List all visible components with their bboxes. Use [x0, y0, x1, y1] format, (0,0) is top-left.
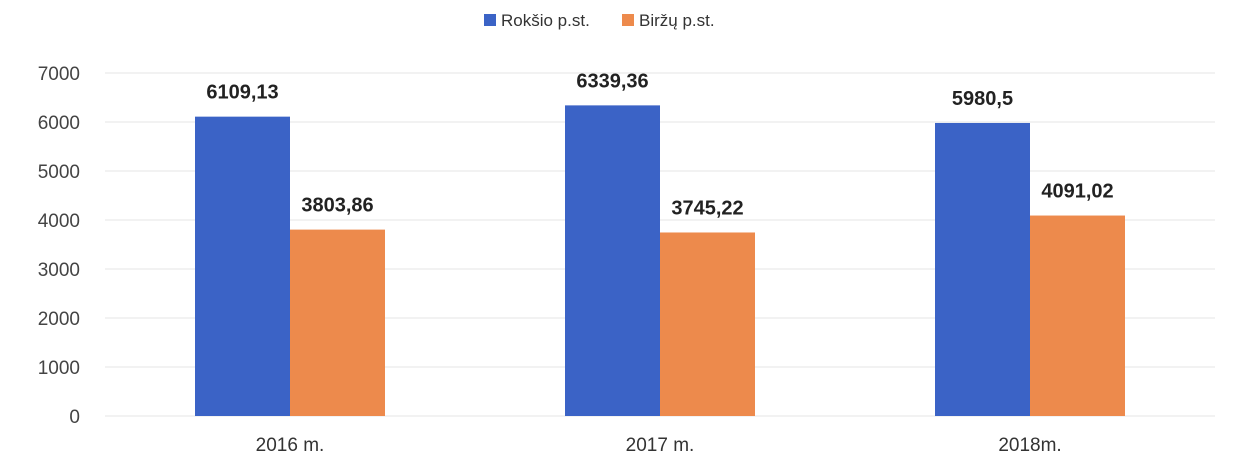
chart-legend: Rokšio p.st. Biržų p.st.	[484, 11, 715, 30]
y-tick-label: 6000	[38, 113, 80, 134]
data-label: 3803,86	[301, 195, 373, 217]
bar	[290, 229, 385, 416]
data-label: 3745,22	[671, 197, 743, 219]
y-tick-label: 1000	[38, 358, 80, 379]
bar	[1030, 215, 1125, 416]
x-tick-label: 2016 m.	[256, 435, 325, 456]
bar	[935, 122, 1030, 416]
legend-swatch	[484, 14, 496, 26]
legend-label: Rokšio p.st.	[501, 11, 590, 30]
data-label: 6339,36	[576, 70, 648, 92]
y-tick-label: 0	[69, 407, 80, 428]
bar	[660, 232, 755, 416]
data-label: 4091,02	[1041, 181, 1113, 203]
y-tick-label: 2000	[38, 309, 80, 330]
x-tick-label: 2018m.	[998, 435, 1061, 456]
bars	[195, 105, 1125, 416]
x-axis: 2016 m. 2017 m. 2018m.	[256, 435, 1062, 456]
data-labels: 6109,13 3803,86 6339,36 3745,22 5980,5 4091,0…	[206, 70, 1113, 219]
y-tick-label: 5000	[38, 162, 80, 183]
x-tick-label: 2017 m.	[626, 435, 695, 456]
legend-label: Biržų p.st.	[639, 11, 715, 30]
legend-swatch	[622, 14, 634, 26]
data-label: 6109,13	[206, 82, 278, 104]
y-tick-label: 3000	[38, 260, 80, 281]
y-axis: 0 1000 2000 3000 4000 5000 6000 7000	[38, 64, 80, 428]
y-tick-label: 7000	[38, 64, 80, 85]
bar	[195, 116, 290, 416]
data-label: 5980,5	[952, 88, 1013, 110]
bar	[565, 105, 660, 416]
y-tick-label: 4000	[38, 211, 80, 232]
